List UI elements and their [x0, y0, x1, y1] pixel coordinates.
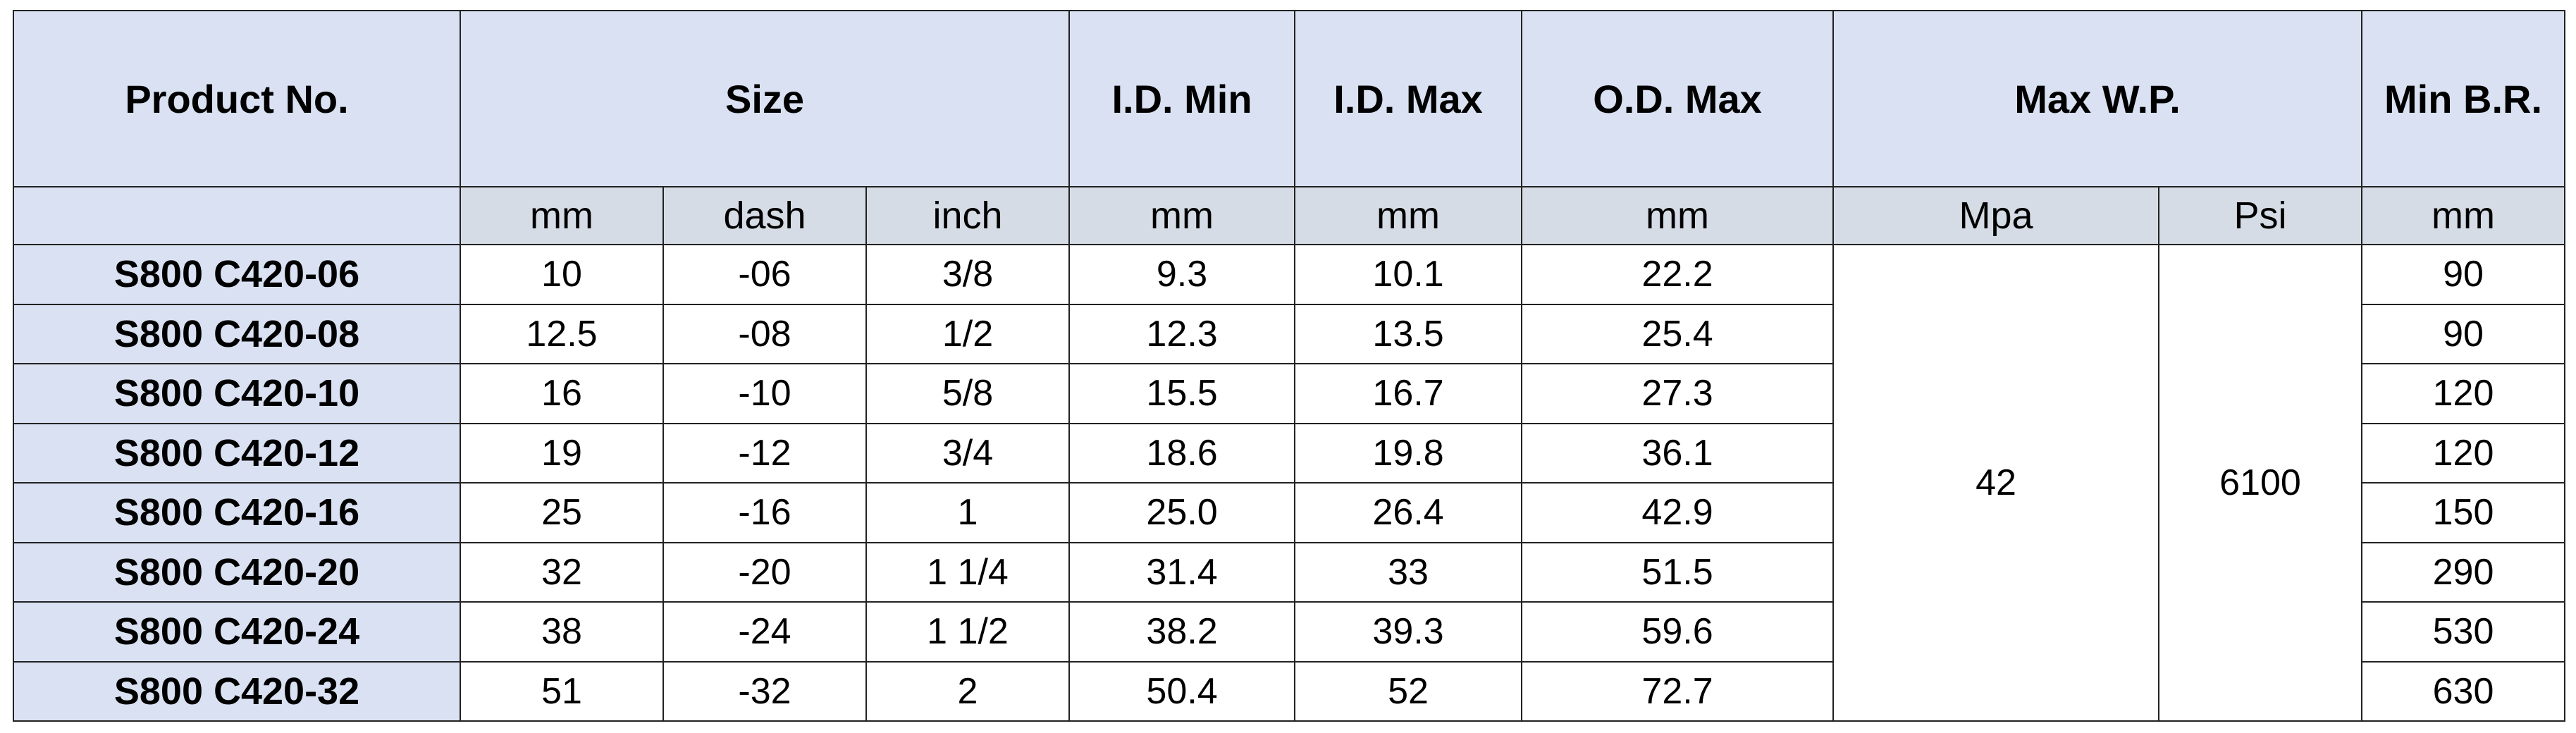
table-row: S800 C420-20 32 -20 1 1/4 31.4 33 51.5 2…	[13, 541, 2566, 603]
header-max-wp: Max W.P.	[1832, 10, 2363, 187]
id-min-cell: 9.3	[1068, 244, 1296, 305]
size-inch-cell: 3/8	[865, 244, 1071, 305]
unit-min-br: mm	[2361, 186, 2566, 245]
header-min-br: Min B.R.	[2361, 10, 2566, 187]
id-min-cell: 25.0	[1068, 482, 1296, 543]
unit-product-blank	[13, 186, 461, 245]
id-min-cell: 50.4	[1068, 660, 1296, 722]
id-max-cell: 10.1	[1294, 244, 1523, 305]
size-inch-cell: 1 1/4	[865, 541, 1071, 603]
size-dash-cell: -06	[663, 244, 867, 305]
min-br-cell: 290	[2361, 541, 2566, 603]
od-max-cell: 25.4	[1521, 303, 1835, 364]
id-min-cell: 31.4	[1068, 541, 1296, 603]
max-wp-psi-cell: 6100	[2158, 244, 2363, 722]
min-br-cell: 90	[2361, 303, 2566, 364]
id-min-cell: 12.3	[1068, 303, 1296, 364]
table-row: S800 C420-12 19 -12 3/4 18.6 19.8 36.1 1…	[13, 422, 2566, 483]
id-min-cell: 38.2	[1068, 601, 1296, 663]
table-row: S800 C420-16 25 -16 1 25.0 26.4 42.9 150	[13, 482, 2566, 543]
table-row: S800 C420-24 38 -24 1 1/2 38.2 39.3 59.6…	[13, 601, 2566, 663]
id-min-cell: 15.5	[1068, 363, 1296, 424]
size-inch-cell: 1/2	[865, 303, 1071, 364]
size-dash-cell: -10	[663, 363, 867, 424]
product-no-cell: S800 C420-16	[13, 482, 461, 543]
size-dash-cell: -32	[663, 660, 867, 722]
od-max-cell: 59.6	[1521, 601, 1835, 663]
table-row: S800 C420-32 51 -32 2 50.4 52 72.7 630	[13, 660, 2566, 722]
id-max-cell: 16.7	[1294, 363, 1523, 424]
product-no-cell: S800 C420-08	[13, 303, 461, 364]
unit-id-min: mm	[1068, 186, 1296, 245]
unit-wp-mpa: Mpa	[1832, 186, 2160, 245]
id-max-cell: 19.8	[1294, 422, 1523, 483]
id-max-cell: 52	[1294, 660, 1523, 722]
table-row: S800 C420-10 16 -10 5/8 15.5 16.7 27.3 1…	[13, 363, 2566, 424]
header-id-max: I.D. Max	[1294, 10, 1523, 187]
size-inch-cell: 3/4	[865, 422, 1071, 483]
unit-size-dash: dash	[663, 186, 867, 245]
header-size: Size	[459, 10, 1071, 187]
id-max-cell: 26.4	[1294, 482, 1523, 543]
table-row: S800 C420-08 12.5 -08 1/2 12.3 13.5 25.4…	[13, 303, 2566, 364]
od-max-cell: 36.1	[1521, 422, 1835, 483]
header-id-min: I.D. Min	[1068, 10, 1296, 187]
product-no-cell: S800 C420-06	[13, 244, 461, 305]
product-no-cell: S800 C420-32	[13, 660, 461, 722]
unit-size-inch: inch	[865, 186, 1071, 245]
size-inch-cell: 5/8	[865, 363, 1071, 424]
header-od-max: O.D. Max	[1521, 10, 1835, 187]
size-inch-cell: 1	[865, 482, 1071, 543]
header-row: Product No. Size I.D. Min I.D. Max O.D. …	[13, 10, 2566, 187]
size-mm-cell: 25	[460, 482, 664, 543]
product-no-cell: S800 C420-24	[13, 601, 461, 663]
size-dash-cell: -12	[663, 422, 867, 483]
size-dash-cell: -20	[663, 541, 867, 603]
min-br-cell: 530	[2361, 601, 2566, 663]
od-max-cell: 51.5	[1521, 541, 1835, 603]
product-no-cell: S800 C420-12	[13, 422, 461, 483]
id-max-cell: 33	[1294, 541, 1523, 603]
size-dash-cell: -24	[663, 601, 867, 663]
unit-size-mm: mm	[460, 186, 664, 245]
size-mm-cell: 10	[460, 244, 664, 305]
id-max-cell: 39.3	[1294, 601, 1523, 663]
size-inch-cell: 1 1/2	[865, 601, 1071, 663]
od-max-cell: 72.7	[1521, 660, 1835, 722]
size-dash-cell: -16	[663, 482, 867, 543]
spec-table: Product No. Size I.D. Min I.D. Max O.D. …	[13, 10, 2566, 722]
unit-od-max: mm	[1521, 186, 1835, 245]
unit-row: mm dash inch mm mm mm Mpa Psi mm	[13, 186, 2566, 245]
size-mm-cell: 38	[460, 601, 664, 663]
size-dash-cell: -08	[663, 303, 867, 364]
od-max-cell: 22.2	[1521, 244, 1835, 305]
od-max-cell: 42.9	[1521, 482, 1835, 543]
product-no-cell: S800 C420-10	[13, 363, 461, 424]
id-max-cell: 13.5	[1294, 303, 1523, 364]
id-min-cell: 18.6	[1068, 422, 1296, 483]
table-row: S800 C420-06 10 -06 3/8 9.3 10.1 22.2 42…	[13, 244, 2566, 722]
min-br-cell: 630	[2361, 660, 2566, 722]
product-no-cell: S800 C420-20	[13, 541, 461, 603]
od-max-cell: 27.3	[1521, 363, 1835, 424]
min-br-cell: 150	[2361, 482, 2566, 543]
size-mm-cell: 19	[460, 422, 664, 483]
min-br-cell: 120	[2361, 422, 2566, 483]
size-mm-cell: 12.5	[460, 303, 664, 364]
min-br-cell: 120	[2361, 363, 2566, 424]
size-inch-cell: 2	[865, 660, 1071, 722]
size-mm-cell: 51	[460, 660, 664, 722]
size-mm-cell: 16	[460, 363, 664, 424]
unit-wp-psi: Psi	[2158, 186, 2363, 245]
size-mm-cell: 32	[460, 541, 664, 603]
min-br-cell: 90	[2361, 244, 2566, 305]
header-product-no: Product No.	[13, 10, 461, 187]
max-wp-mpa-cell: 42	[1832, 244, 2160, 722]
unit-id-max: mm	[1294, 186, 1523, 245]
